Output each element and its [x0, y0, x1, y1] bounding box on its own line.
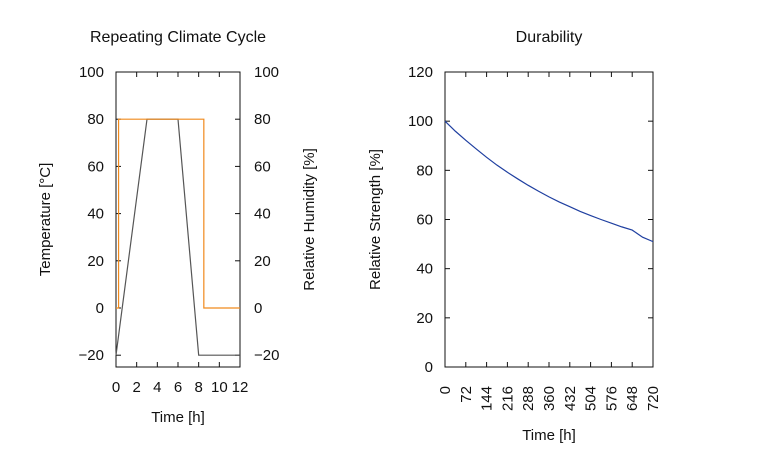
chart2-series-relative-strength-line [444, 120, 654, 243]
chart1-y-tick-label: 40 [87, 206, 104, 223]
chart1-y-tick-label: −20 [79, 347, 104, 364]
chart2-x-tick-label: 72 [458, 386, 475, 403]
chart2-x-tick-label: 576 [603, 386, 620, 411]
chart2-y-tick-label: 40 [416, 261, 433, 278]
chart2-x-tick-label: 720 [645, 386, 662, 411]
chart1-y-tick-label: 100 [79, 64, 104, 81]
chart1-y-tick-label: 80 [87, 111, 104, 128]
chart1-x-tick-label: 8 [194, 379, 202, 396]
chart2-title: Durability [516, 29, 583, 46]
chart2-y-tick-label: 60 [416, 212, 433, 229]
chart1-x-axis-label: Time [h] [151, 409, 205, 426]
chart2-x-tick-label: 360 [541, 386, 558, 411]
chart1-x-tick-label: 6 [174, 379, 182, 396]
chart1-y2-tick-label: 60 [254, 158, 271, 175]
chart2-x-tick-label: 216 [499, 386, 516, 411]
chart2-x-tick-label: 0 [437, 386, 454, 394]
chart2-y-axis-label: Relative Strength [%] [367, 149, 384, 290]
chart2-y-tick-label: 100 [408, 113, 433, 130]
chart1-x-tick-label: 2 [132, 379, 140, 396]
chart1-x-tick-label: 12 [232, 379, 249, 396]
chart1-series-temperature-line [115, 118, 240, 356]
chart2-y-tick-label: 120 [408, 64, 433, 81]
chart2-x-tick-label: 432 [562, 386, 579, 411]
chart1-y-axis-label: Temperature [°C] [37, 163, 54, 277]
chart2-x-tick-label: 144 [479, 386, 496, 411]
chart2-y-tick-label: 0 [425, 359, 433, 376]
chart2-plot-frame [444, 71, 654, 368]
chart1-y2-tick-label: 100 [254, 64, 279, 81]
chart1-series-relative-humidity-line [116, 118, 240, 309]
chart2-x-tick-label: 288 [520, 386, 537, 411]
chart1-y2-tick-label: 20 [254, 253, 271, 270]
chart1-y-tick-label: 20 [87, 253, 104, 270]
chart2-y-tick-label: 20 [416, 310, 433, 327]
chart1-y2-tick-label: 40 [254, 206, 271, 223]
chart1-y-tick-label: 0 [96, 300, 104, 317]
chart1-y2-tick-label: −20 [254, 347, 279, 364]
chart1-y-tick-label: 60 [87, 158, 104, 175]
chart1-y2-axis-label: Relative Humidity [%] [301, 148, 318, 291]
chart1-x-tick-label: 4 [153, 379, 161, 396]
chart2-x-axis-label: Time [h] [522, 427, 576, 444]
chart2-y-tick-label: 80 [416, 162, 433, 179]
chart1-y2-tick-label: 80 [254, 111, 271, 128]
chart1-plot-frame [115, 71, 241, 368]
chart1-title: Repeating Climate Cycle [90, 29, 266, 46]
chart2-x-tick-label: 648 [624, 386, 641, 411]
chart1-y2-tick-label: 0 [254, 300, 262, 317]
chart1-x-tick-label: 10 [211, 379, 228, 396]
chart1-x-tick-label: 0 [112, 379, 120, 396]
chart2-x-tick-label: 504 [583, 386, 600, 411]
